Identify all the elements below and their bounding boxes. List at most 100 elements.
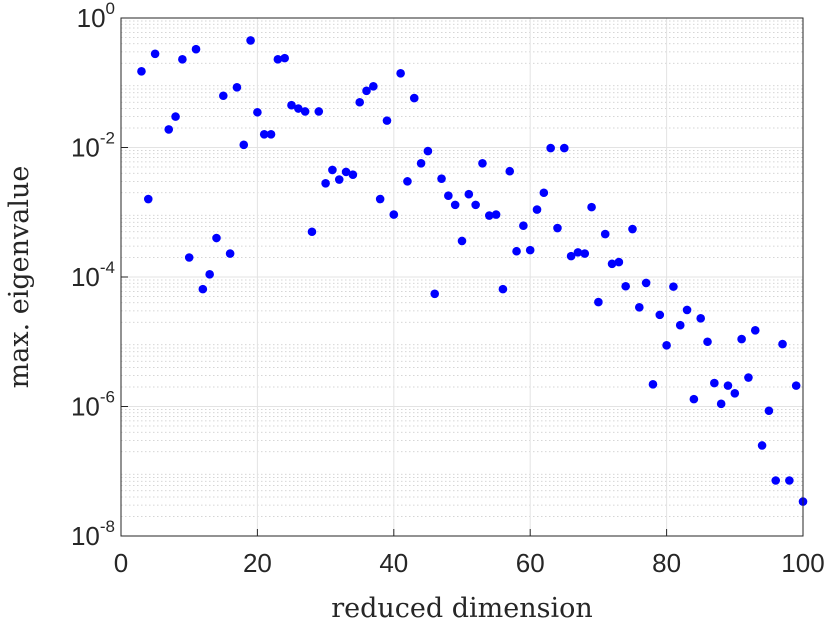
data-point [621,281,630,291]
data-point [580,249,590,258]
data-point [382,116,392,125]
data-point [614,257,624,267]
y-axis-label: max. eigenvalue [4,166,35,389]
data-point [771,476,781,485]
y-tick-label: 10-6 [71,388,115,422]
data-point [669,282,678,291]
data-point [150,49,160,59]
data-point [321,178,330,188]
data-point [546,143,555,153]
data-point [198,284,208,294]
data-point [573,248,583,257]
data-points [137,36,808,506]
data-point [300,107,310,116]
data-point [294,104,303,113]
data-point [757,441,767,450]
data-point [553,223,562,233]
data-point [512,246,521,256]
data-point [205,270,214,279]
data-point [253,107,262,117]
data-point [635,303,644,312]
x-tick-label: 80 [652,548,681,578]
y-tick-label: 100 [77,0,115,33]
data-point [628,224,637,234]
data-point [457,236,467,246]
data-point [491,210,501,219]
x-tick-label: 40 [379,548,408,578]
y-tick-label: 10-4 [71,258,115,292]
x-tick-label: 0 [114,548,128,578]
data-point [266,129,276,139]
minor-grid [121,20,803,517]
x-tick-label: 100 [781,548,824,578]
data-point [539,188,549,198]
data-point [184,253,194,262]
data-point [273,55,283,64]
data-point [675,320,685,330]
data-point [791,381,801,390]
data-point [430,289,440,299]
x-axis-label: reduced dimension [331,593,593,624]
data-point [730,388,740,398]
data-point [641,278,651,288]
data-point [403,177,412,186]
data-point [164,125,174,134]
data-point [355,97,365,107]
data-point [519,221,528,230]
y-tick-label: 10-8 [71,517,115,551]
data-point [239,140,249,150]
data-point [369,82,378,91]
y-tick-label: 10-2 [71,129,115,163]
data-point [171,112,180,121]
data-point [484,211,494,220]
data-point [655,310,665,320]
data-point [450,200,460,210]
y-axis-ticks: 100 10-2 10-4 10-6 10-8 [71,0,128,551]
data-point [737,334,746,344]
data-point [341,167,351,177]
data-point [560,143,569,153]
data-point [464,189,474,199]
data-point [409,93,419,103]
data-point [471,200,480,210]
data-point [785,476,794,485]
data-point [328,165,337,175]
data-point [375,194,385,204]
data-point [505,166,515,176]
data-point [648,380,658,389]
data-point [696,314,705,323]
data-point [478,159,487,168]
data-point [416,159,426,168]
data-point [362,86,371,96]
x-tick-label: 60 [516,548,545,578]
data-point [396,68,405,78]
data-point [532,205,542,214]
data-point [723,381,733,390]
data-point [280,53,289,63]
x-axis-ticks: 0 20 40 60 80 100 [114,529,825,578]
data-point [191,44,201,54]
x-tick-label: 20 [243,548,272,578]
data-point [137,67,146,76]
data-point [314,107,324,116]
data-point [689,394,699,404]
data-point [594,297,603,307]
data-point [778,339,787,349]
data-point [219,91,228,101]
data-point [334,175,344,184]
data-point [662,341,671,350]
data-point [607,259,617,269]
data-point [178,55,187,64]
data-point [498,284,508,294]
data-point [232,83,242,92]
data-point [246,36,255,45]
major-grid [121,18,803,536]
data-point [212,233,221,243]
data-point [716,399,726,409]
data-point [143,194,153,204]
data-point [444,191,453,201]
data-point [437,174,446,183]
data-point [682,305,692,315]
data-point [348,170,358,180]
